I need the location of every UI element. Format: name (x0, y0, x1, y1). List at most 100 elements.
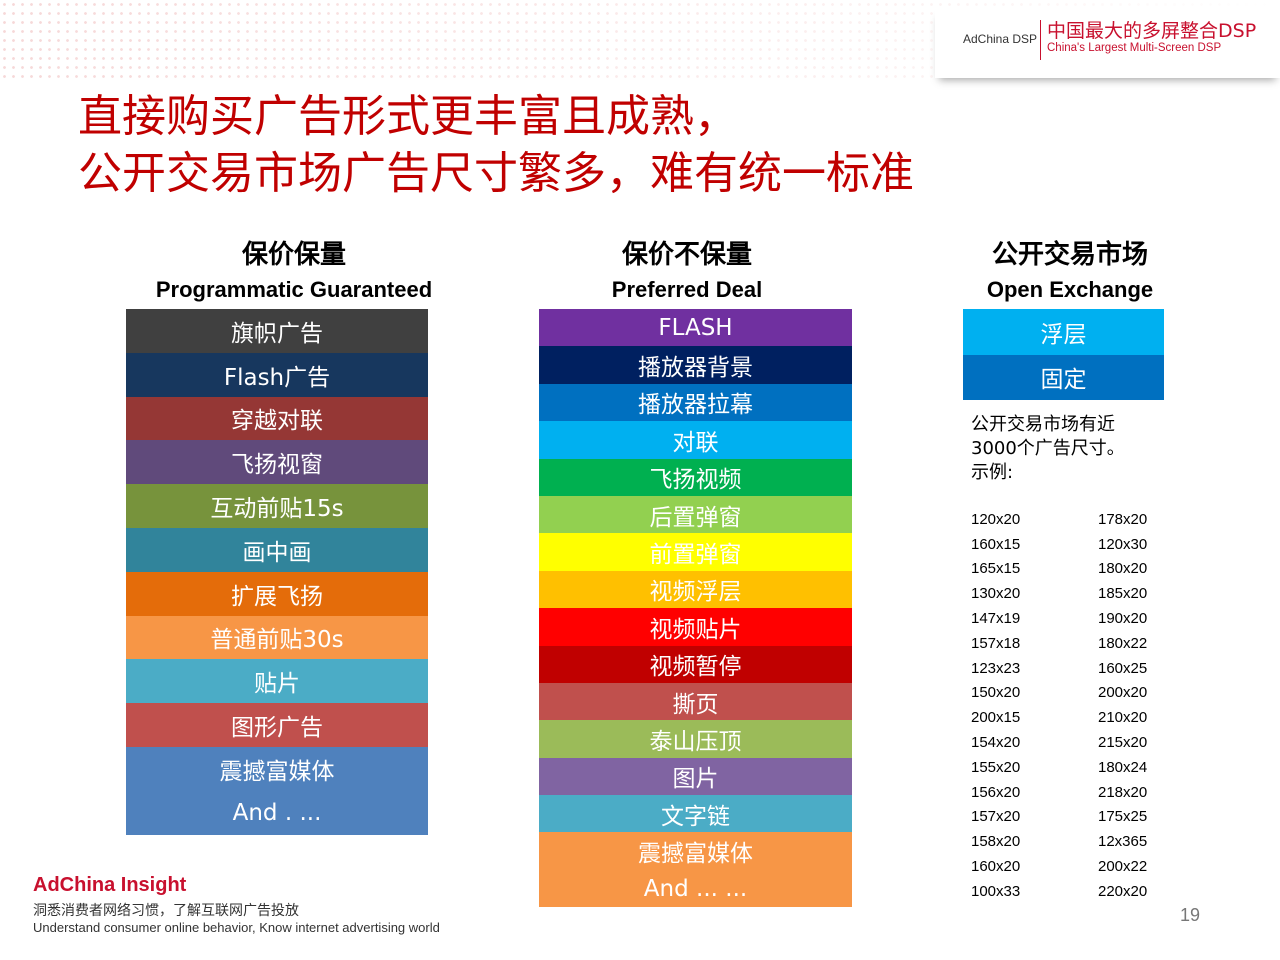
ad-size-examples: 120x20 178x20 160x15 120x30 165x15 180x20 130x… (971, 507, 1231, 904)
page-number: 19 (1180, 905, 1201, 925)
ad-format-item: And . ... (126, 790, 428, 835)
ad-size-row: 157x18 180x22 (971, 631, 1231, 656)
ad-format-item: 固定 (963, 354, 1164, 400)
ad-format-item: 浮层 (963, 309, 1164, 355)
ad-size-value: 200x22 (1098, 858, 1148, 876)
brand-tagline-en: China's Largest Multi-Screen DSP (1047, 42, 1222, 54)
ad-size-value: 160x25 (1098, 659, 1148, 677)
ad-size-value: 155x20 (971, 758, 1021, 776)
ad-format-item: 震撼富媒体 (539, 832, 852, 870)
ad-size-value: 210x20 (1098, 709, 1148, 727)
ad-size-row: 100x33 220x20 (971, 879, 1231, 904)
column-title-en: Open Exchange (986, 277, 1154, 302)
ad-size-value: 120x20 (971, 510, 1021, 528)
ad-size-row: 147x19 190x20 (971, 606, 1231, 631)
ad-size-value: 160x20 (971, 858, 1021, 876)
ad-size-row: 120x20 178x20 (971, 507, 1231, 532)
ad-size-row: 123x23 160x25 (971, 656, 1231, 681)
note-line-1: 公开交易市场有近 (971, 414, 1115, 435)
ad-size-value: 158x20 (971, 833, 1021, 851)
slide-title: 直接购买广告形式更丰富且成熟， 公开交易市场广告尺寸繁多，难有统一标准 (78, 88, 1258, 202)
column-title-cn: 公开交易市场 (991, 240, 1148, 270)
ad-format-item: 对联 (539, 421, 852, 459)
column-header-preferred: 保价不保量 Preferred Deal (539, 238, 835, 308)
ad-format-item: FLASH (539, 309, 852, 347)
ad-size-value: 185x20 (1098, 585, 1148, 603)
note-line-3: 示例: (971, 462, 1014, 483)
ad-size-value: 200x20 (1098, 684, 1148, 702)
ad-format-item: 文字链 (539, 795, 852, 833)
ad-size-value: 178x20 (1098, 510, 1148, 528)
brand-banner: AdChina DSP 中国最大的多屏整合DSP China's Largest… (935, 8, 1280, 78)
ad-size-value: 120x30 (1098, 535, 1148, 553)
ad-size-value: 156x20 (971, 783, 1021, 801)
ad-size-value: 180x22 (1098, 634, 1148, 652)
ad-size-value: 157x20 (971, 808, 1021, 826)
ad-format-item: 飞扬视窗 (126, 440, 428, 485)
ad-format-item: 播放器背景 (539, 346, 852, 384)
ad-size-row: 158x20 12x365 (971, 829, 1231, 854)
ad-format-item: 旗帜广告 (126, 309, 428, 353)
ad-format-item: 视频贴片 (539, 608, 852, 646)
ad-format-item: 图形广告 (126, 703, 428, 747)
ad-format-item: 扩展飞扬 (126, 571, 428, 616)
ad-format-item: 穿越对联 (126, 396, 428, 441)
column-title-en: Programmatic Guaranteed (155, 277, 433, 302)
ad-size-row: 154x20 215x20 (971, 730, 1231, 755)
ad-format-item: Flash广告 (126, 352, 428, 397)
ad-size-value: 100x33 (971, 882, 1021, 900)
ad-size-value: 12x365 (1098, 833, 1148, 851)
ad-size-value: 150x20 (971, 684, 1021, 702)
brand-left-label: AdChina DSP (963, 32, 1038, 46)
insight-brand: AdChina Insight (33, 874, 187, 896)
ad-size-row: 155x20 180x24 (971, 755, 1231, 780)
ad-format-list-preferred: FLASH 播放器背景 播放器拉幕 对联 飞扬视频 后置弹窗 前置弹窗 视频浮层 视频贴片 视频暂… (539, 309, 852, 908)
ad-size-value: 175x25 (1098, 808, 1148, 826)
ad-size-value: 157x18 (971, 634, 1021, 652)
column-title-en: Preferred Deal (611, 277, 763, 302)
ad-size-row: 130x20 185x20 (971, 581, 1231, 606)
ad-size-value: 180x24 (1098, 758, 1148, 776)
brand-tagline-cn: 中国最大的多屏整合DSP (1047, 20, 1257, 42)
ad-size-value: 190x20 (1098, 610, 1148, 628)
ad-size-row: 156x20 218x20 (971, 780, 1231, 805)
brand-divider (1040, 20, 1041, 60)
ad-format-item: 震撼富媒体 (126, 746, 428, 791)
column-header-guaranteed: 保价保量 Programmatic Guaranteed (126, 238, 462, 308)
ad-size-value: 160x15 (971, 535, 1021, 553)
ad-format-item: 贴片 (126, 659, 428, 704)
ad-format-item: And ... ... (539, 869, 852, 908)
ad-size-row: 200x15 210x20 (971, 705, 1231, 730)
ad-format-item: 泰山压顶 (539, 720, 852, 758)
ad-size-value: 130x20 (971, 585, 1021, 603)
ad-size-row: 160x20 200x22 (971, 854, 1231, 879)
ad-size-row: 150x20 200x20 (971, 681, 1231, 706)
title-line-1: 直接购买广告形式更丰富且成熟， (78, 91, 738, 142)
insight-slogan-cn: 洞悉消费者网络习惯，了解互联网广告投放 (33, 903, 299, 919)
column-header-open-exchange: 公开交易市场 Open Exchange (963, 238, 1177, 308)
ad-format-item: 视频暂停 (539, 645, 852, 683)
open-exchange-note: 公开交易市场有近 3000个广告尺寸。 示例: (971, 413, 1125, 485)
ad-format-list-guaranteed: 旗帜广告 Flash广告 穿越对联 飞扬视窗 互动前贴15s 画中画 扩展飞扬 普通前贴30s… (126, 309, 428, 835)
ad-size-value: 180x20 (1098, 560, 1148, 578)
title-line-2: 公开交易市场广告尺寸繁多，难有统一标准 (78, 148, 914, 199)
ad-size-row: 165x15 180x20 (971, 557, 1231, 582)
ad-format-item: 撕页 (539, 682, 852, 721)
ad-format-item: 普通前贴30s (126, 615, 428, 660)
ad-format-item: 互动前贴15s (126, 484, 428, 528)
ad-size-value: 215x20 (1098, 734, 1148, 752)
ad-size-row: 157x20 175x25 (971, 805, 1231, 830)
ad-format-list-open-exchange: 浮层 固定 (963, 309, 1164, 400)
ad-format-item: 前置弹窗 (539, 533, 852, 571)
ad-size-value: 200x15 (971, 709, 1021, 727)
ad-size-value: 218x20 (1098, 783, 1148, 801)
ad-format-item: 飞扬视频 (539, 458, 852, 496)
ad-size-value: 165x15 (971, 560, 1021, 578)
ad-format-item: 播放器拉幕 (539, 383, 852, 422)
ad-format-item: 视频浮层 (539, 570, 852, 609)
ad-size-row: 160x15 120x30 (971, 532, 1231, 557)
column-title-cn: 保价保量 (241, 240, 346, 270)
column-title-cn: 保价不保量 (621, 240, 752, 270)
ad-size-value: 147x19 (971, 610, 1021, 628)
ad-size-value: 123x23 (971, 659, 1021, 677)
